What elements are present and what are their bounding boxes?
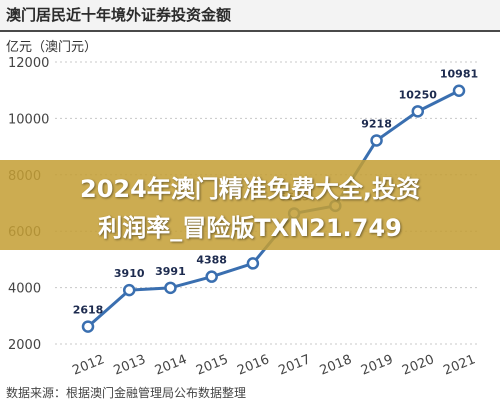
- data-point: [452, 84, 466, 97]
- data-label: 3910: [114, 267, 145, 280]
- data-label: 10981: [440, 68, 478, 81]
- x-tick-label: 2019: [359, 352, 395, 378]
- data-point: [164, 281, 177, 295]
- y-tick-label: 4000: [8, 282, 41, 297]
- data-point: [411, 105, 425, 118]
- x-tick-label: 2016: [235, 352, 271, 378]
- data-point: [81, 320, 95, 333]
- data-point: [205, 270, 218, 283]
- y-tick-label: 12000: [8, 56, 49, 71]
- x-tick-label: 2017: [277, 352, 313, 378]
- data-label: 3991: [155, 265, 186, 278]
- x-tick-label: 2021: [441, 352, 477, 378]
- x-tick-label: 2014: [153, 352, 189, 378]
- y-axis-unit-label: 亿元（澳门元）: [6, 40, 98, 55]
- title-bar: 澳门居民近十年境外证券投资金额: [0, 0, 500, 32]
- data-point: [122, 283, 136, 297]
- x-tick-label: 2015: [194, 352, 230, 378]
- data-point: [246, 257, 260, 270]
- x-tick-label: 2020: [400, 352, 436, 378]
- data-label: 4388: [196, 254, 227, 267]
- data-label: 10250: [399, 88, 438, 101]
- data-source-note: 数据来源：根据澳门金融管理局公布数据整理: [6, 386, 247, 400]
- y-tick-label: 2000: [8, 338, 41, 353]
- x-tick-label: 2012: [70, 352, 106, 378]
- data-label: 2618: [73, 304, 104, 317]
- y-tick-label: 10000: [8, 112, 49, 127]
- x-tick-label: 2013: [112, 352, 148, 378]
- banner-headline-line1[interactable]: 2024年澳门精准免费大全,投资: [80, 175, 420, 203]
- x-tick-label: 2018: [318, 352, 354, 378]
- data-point: [370, 134, 383, 147]
- chart-title: 澳门居民近十年境外证券投资金额: [6, 6, 232, 24]
- overlay-banner: [0, 160, 500, 250]
- banner-headline-line2[interactable]: 利润率_冒险版TXN21.749: [98, 214, 402, 242]
- data-label: 9218: [361, 117, 392, 130]
